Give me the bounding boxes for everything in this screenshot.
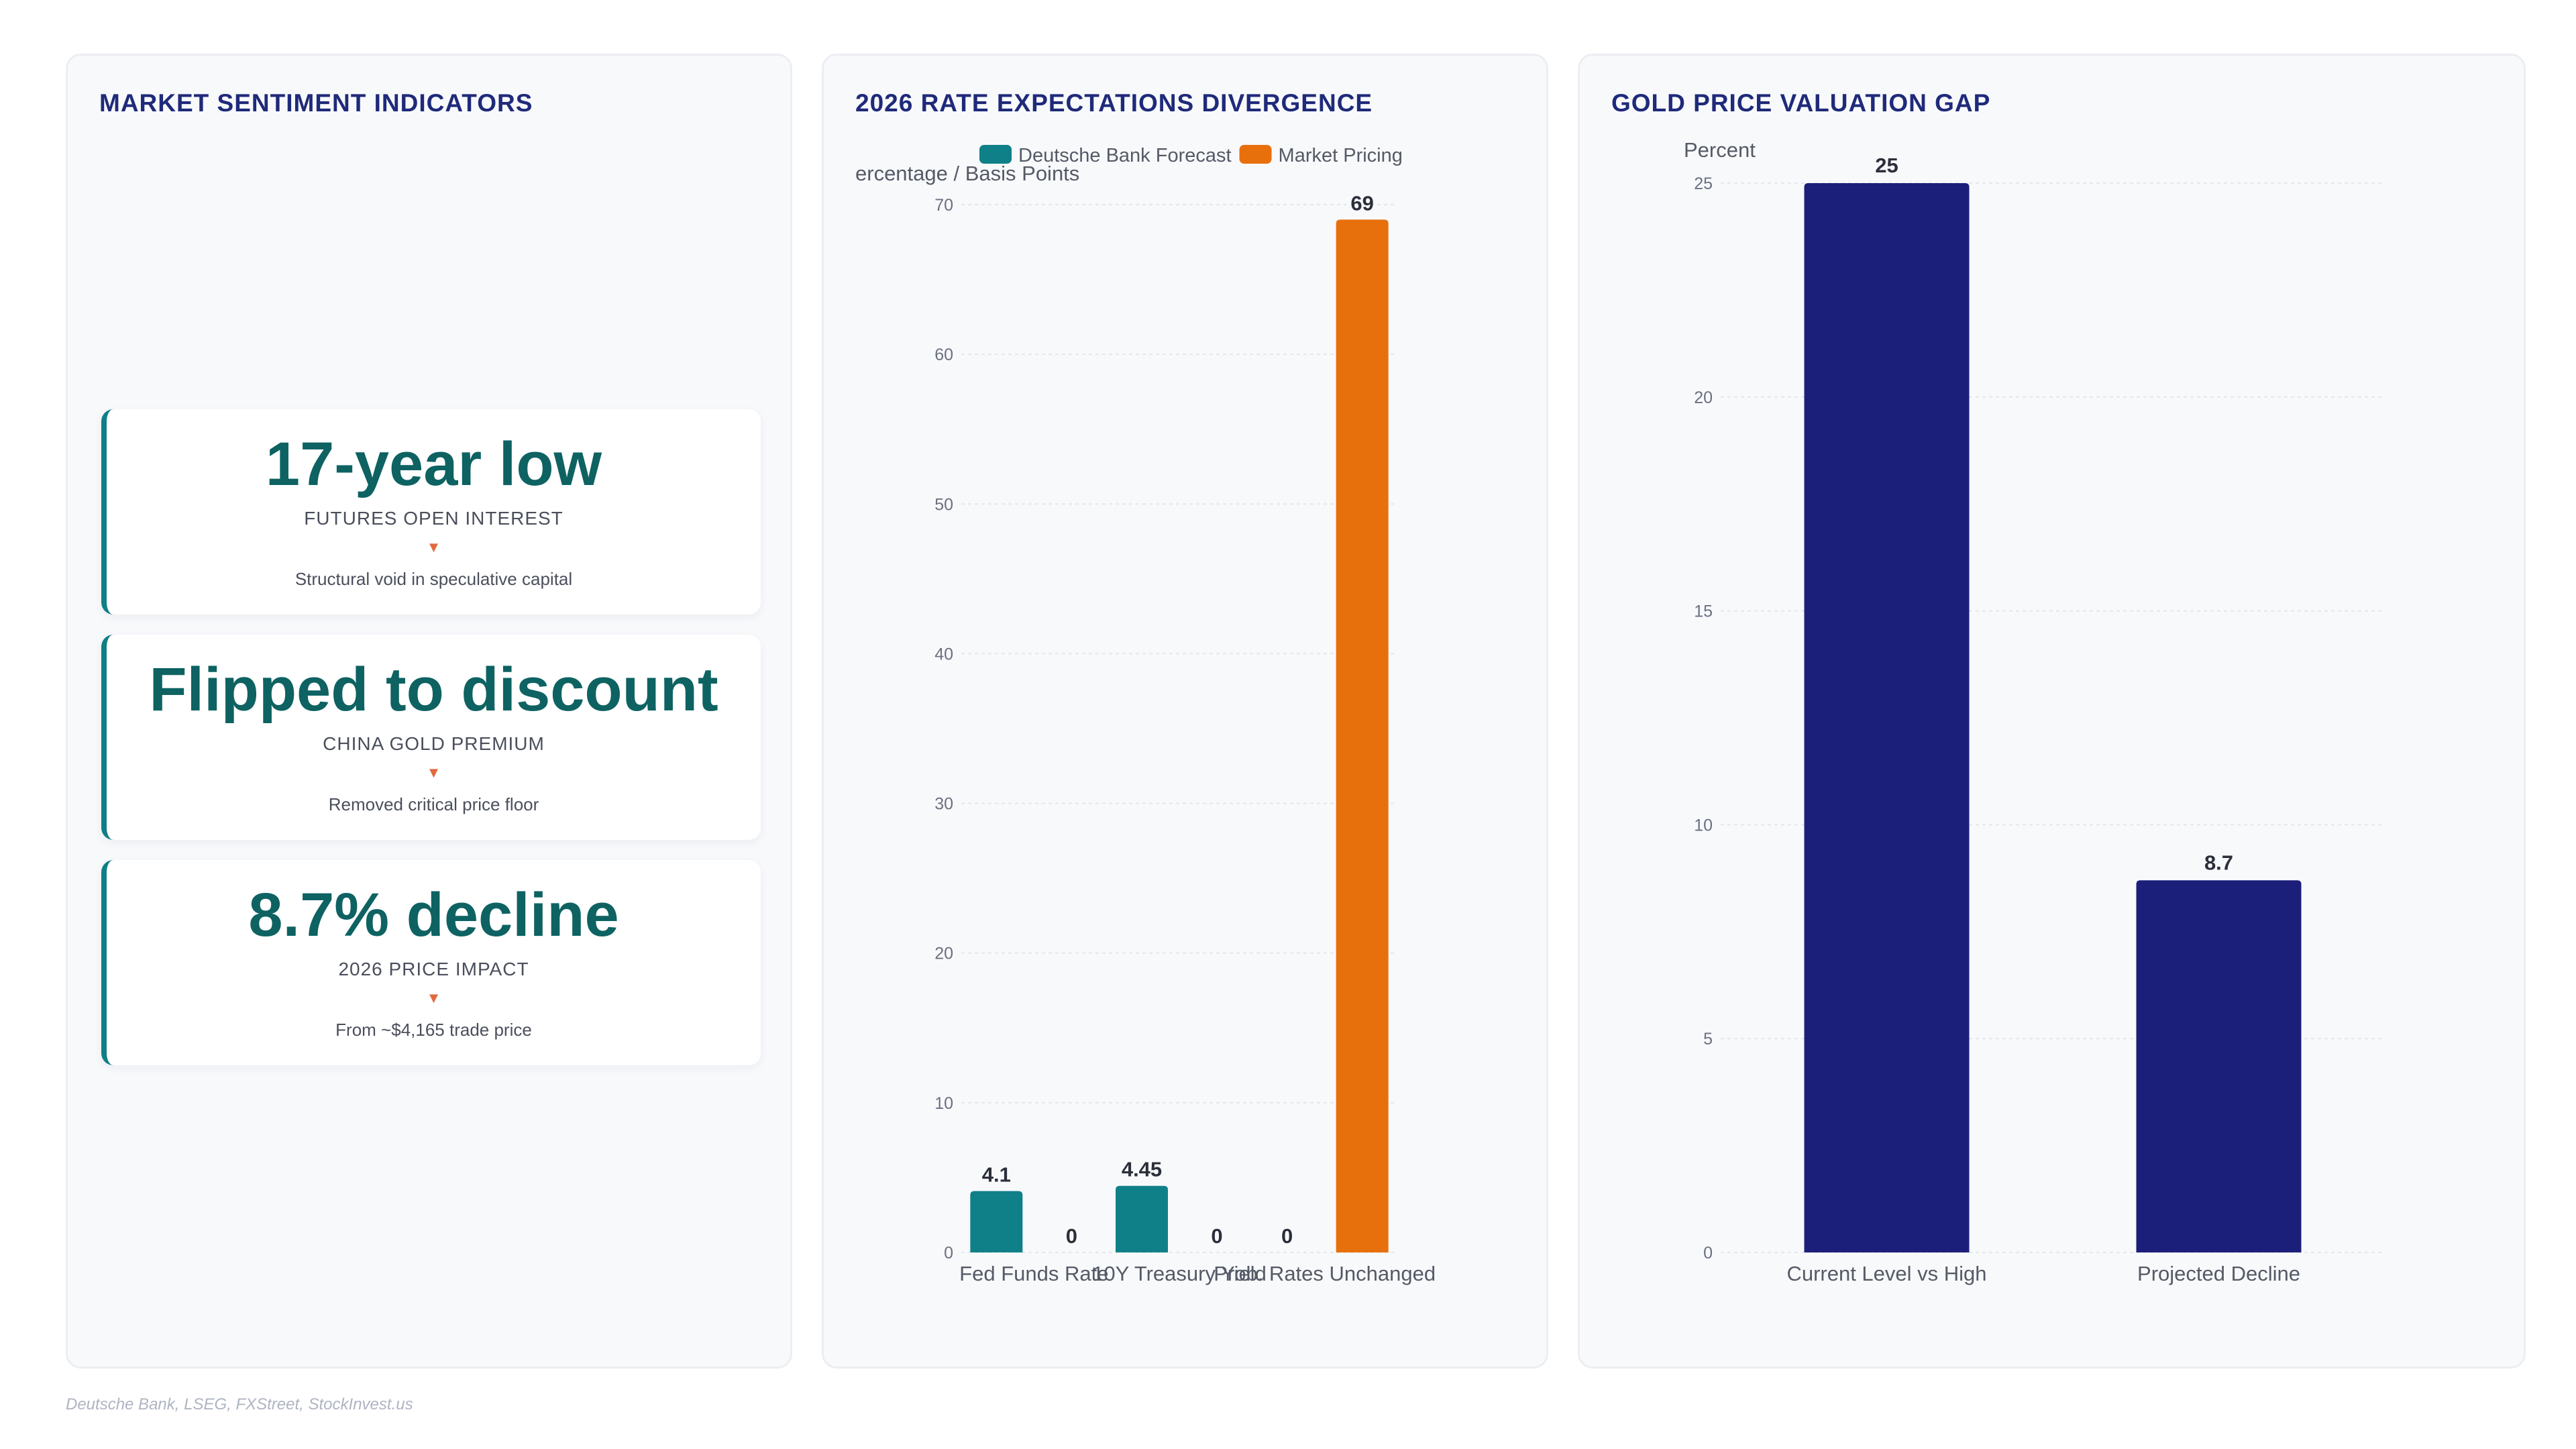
x-tick-label: Projected Decline [2137,1262,2300,1285]
legend-swatch [979,145,1012,164]
kpi-label: CHINA GOLD PREMIUM [323,733,545,754]
rates-panel-title: 2026 RATE EXPECTATIONS DIVERGENCE [855,89,1373,117]
kpi-card-open-interest: 17-year low FUTURES OPEN INTEREST ▼ Stru… [101,409,761,614]
rates-panel: 2026 RATE EXPECTATIONS DIVERGENCE 0 10 20 3… [822,54,1548,1368]
y-tick-label: 70 [934,196,953,215]
rates-chart: 0 10 20 30 40 50 60 70 ercentage / Basis PointsD… [855,145,1436,1285]
bar [970,1191,1023,1252]
legend-item-label: Market Pricing [1279,145,1403,166]
y-tick-label: 15 [1694,602,1713,621]
y-tick-label: 50 [934,495,953,514]
sentiment-panel: MARKET SENTIMENT INDICATORS 17-year low … [66,54,792,1368]
legend-swatch [1239,145,1272,164]
y-tick-label: 5 [1703,1030,1713,1049]
down-arrow-icon: ▼ [426,989,441,1006]
kpi-note: From ~$4,165 trade price [335,1020,532,1040]
data-label: 4.45 [1122,1158,1162,1181]
y-tick-label: 25 [1694,174,1713,193]
kpi-value: 17-year low [265,430,602,498]
y-tick-label: 20 [1694,388,1713,407]
bar [1804,183,1970,1252]
x-tick-label: Prob. Rates Unchanged [1214,1262,1436,1285]
bar [1116,1185,1168,1252]
kpi-card-price-impact: 8.7% decline 2026 PRICE IMPACT ▼ From ~$… [101,860,761,1065]
y-tick-label: 30 [934,795,953,814]
kpi-label: FUTURES OPEN INTEREST [304,508,564,529]
kpi-card-china-premium: Flipped to discount CHINA GOLD PREMIUM ▼… [101,635,761,840]
data-label: 4.1 [982,1163,1011,1187]
x-tick-label: 10Y Treasury Yield [1092,1262,1267,1285]
gold-chart: 0 5 10 15 20 25 Percent 25 Current Level vs High… [1684,138,2385,1285]
x-tick-label: Fed Funds Rate [959,1262,1108,1285]
legend-item-label: Deutsche Bank Forecast [1018,145,1232,166]
gold-panel-title: GOLD PRICE VALUATION GAP [1611,89,1991,117]
data-label: 0 [1211,1224,1222,1248]
kpi-label: 2026 PRICE IMPACT [338,959,529,979]
down-arrow-icon: ▼ [426,764,441,781]
kpi-note: Structural void in speculative capital [294,569,573,589]
kpi-value: Flipped to discount [149,655,718,724]
data-label: 0 [1281,1224,1293,1248]
y-tick-label: 10 [1694,816,1713,835]
y-axis-label: ercentage / Basis Points [855,162,1079,185]
source-note: Deutsche Bank, LSEG, FXStreet, StockInve… [66,1395,413,1413]
sentiment-panel-title: MARKET SENTIMENT INDICATORS [99,89,533,117]
kpi-value: 8.7% decline [248,881,619,949]
y-tick-label: 20 [934,945,953,963]
y-tick-label: 0 [1703,1244,1713,1263]
x-tick-label: Current Level vs High [1786,1262,1986,1285]
kpi-note: Removed critical price floor [328,794,539,814]
y-tick-label: 10 [934,1094,953,1113]
bar [1336,219,1389,1253]
data-label: 8.7 [2204,851,2233,874]
data-label: 0 [1066,1224,1077,1248]
y-axis-label: Percent [1684,138,1756,162]
down-arrow-icon: ▼ [426,539,441,555]
data-label: 69 [1350,191,1373,215]
data-label: 25 [1875,154,1898,177]
bar [2136,880,2302,1252]
gold-panel: GOLD PRICE VALUATION GAP 0 5 10 15 20 25 Perce… [1578,54,2526,1368]
y-tick-label: 0 [944,1244,953,1263]
y-tick-label: 60 [934,345,953,364]
y-tick-label: 40 [934,645,953,663]
